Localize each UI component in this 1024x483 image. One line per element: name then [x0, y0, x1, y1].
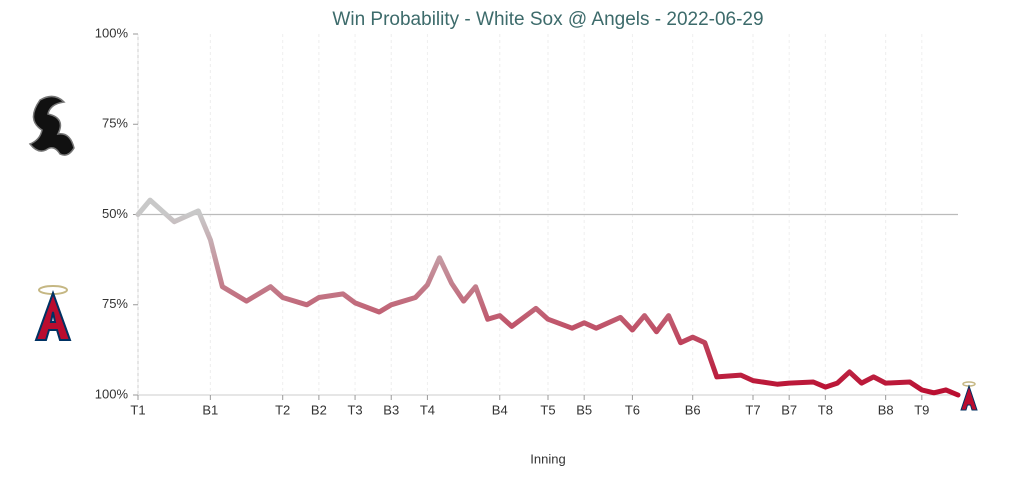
x-tick-label: T6 [625, 402, 640, 417]
y-tick-label: 50% [102, 206, 128, 221]
x-tick-label: T4 [420, 402, 435, 417]
y-tick-label: 75% [102, 296, 128, 311]
away-logo [28, 95, 75, 156]
y-tick-label: 75% [102, 116, 128, 131]
y-tick-label: 100% [95, 386, 129, 401]
x-tick-label: T8 [818, 402, 833, 417]
x-tick-label: B5 [576, 402, 592, 417]
home-logo [34, 285, 72, 341]
x-tick-label: B1 [202, 402, 218, 417]
x-tick-label: B6 [685, 402, 701, 417]
x-tick-label: B2 [311, 402, 327, 417]
x-tick-label: T5 [540, 402, 555, 417]
x-tick-label: B3 [383, 402, 399, 417]
x-tick-label: B4 [492, 402, 508, 417]
x-tick-label: T7 [745, 402, 760, 417]
chart-title: Win Probability - White Sox @ Angels - 2… [332, 9, 763, 30]
x-tick-label: T9 [914, 402, 929, 417]
x-tick-label: T3 [347, 402, 362, 417]
x-tick-label: T2 [275, 402, 290, 417]
x-axis-label: Inning [530, 451, 565, 466]
x-tick-label: B8 [878, 402, 894, 417]
win-probability-line [135, 197, 961, 398]
x-tick-label: B7 [781, 402, 797, 417]
end-logo [960, 381, 978, 411]
y-tick-label: 100% [95, 25, 129, 40]
x-tick-label: T1 [130, 402, 145, 417]
